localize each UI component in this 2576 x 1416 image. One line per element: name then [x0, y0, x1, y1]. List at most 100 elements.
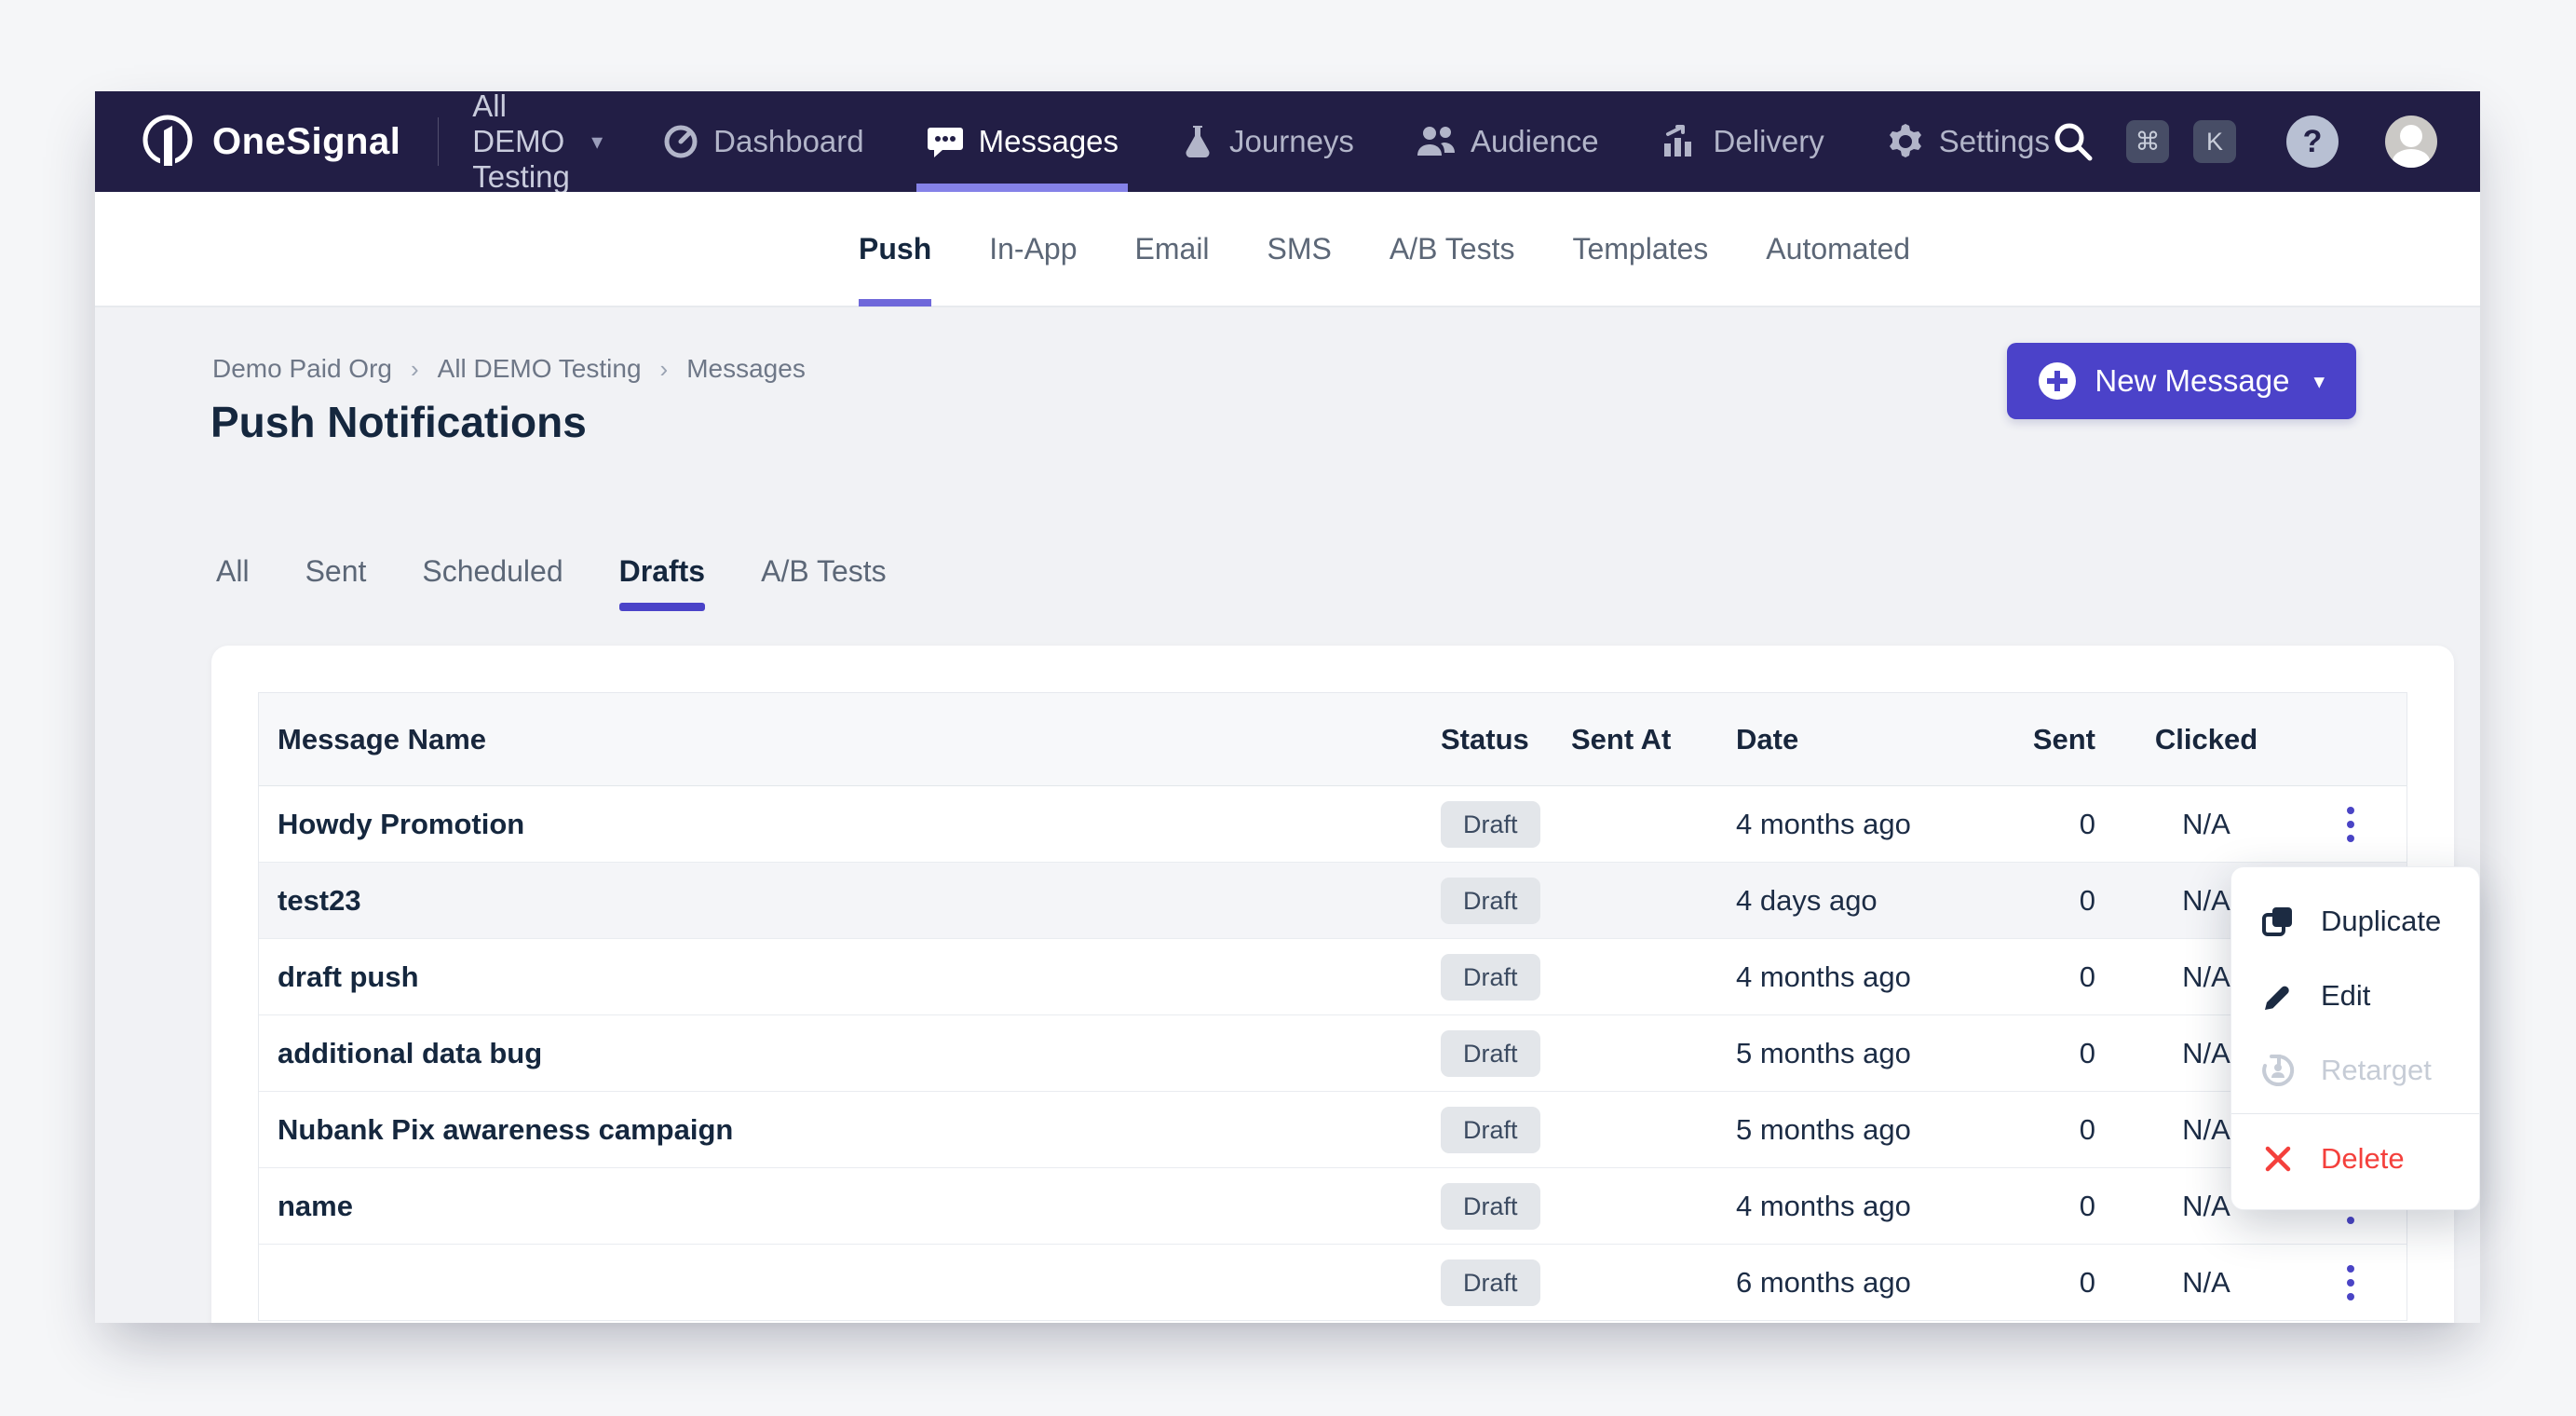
search-icon[interactable]: [2050, 118, 2096, 165]
column-header-status: Status: [1441, 722, 1529, 756]
tab-scheduled[interactable]: Scheduled: [422, 553, 563, 588]
menu-item-label: Delete: [2321, 1142, 2405, 1175]
tab-sent[interactable]: Sent: [305, 553, 367, 588]
breadcrumb-item-demo-paid-org[interactable]: Demo Paid Org: [212, 354, 392, 383]
topnav-item-label: Settings: [1938, 124, 2050, 158]
breadcrumb-item-all-demo-testing[interactable]: All DEMO Testing: [437, 354, 642, 383]
topnav-item-delivery[interactable]: Delivery: [1661, 91, 1824, 192]
menu-item-delete[interactable]: Delete: [2231, 1122, 2479, 1196]
table-row: name Draft 4 months ago 0 N/A: [259, 1168, 2407, 1245]
org-selector[interactable]: All DEMO Testing ▾: [472, 88, 603, 195]
status-cell: Draft: [1441, 953, 1571, 1001]
column-header-sent: Sent: [2032, 722, 2095, 756]
help-button[interactable]: ?: [2286, 116, 2339, 168]
subnav-item-a-b-tests[interactable]: A/B Tests: [1389, 231, 1515, 266]
settings-icon: [1886, 122, 1925, 161]
date-cell: 6 months ago: [1736, 1265, 1911, 1299]
avatar[interactable]: [2385, 116, 2437, 168]
row-actions-button[interactable]: [2325, 1257, 2377, 1309]
column-header-clicked: Clicked: [2154, 722, 2258, 756]
topnav-item-messages[interactable]: Messages: [915, 91, 1129, 192]
status-cell: Draft: [1441, 1029, 1571, 1077]
table-row: Nubank Pix awareness campaign Draft 5 mont…: [259, 1092, 2407, 1168]
message-name[interactable]: test23: [278, 883, 361, 917]
shortcut-cmd-key: ⌘: [2126, 120, 2169, 163]
subnav-item-templates[interactable]: Templates: [1572, 231, 1709, 266]
topnav-item-dashboard[interactable]: Dashboard: [662, 91, 864, 192]
tab-all[interactable]: All: [216, 553, 250, 588]
org-selector-label: All DEMO Testing: [472, 88, 570, 194]
status-badge: Draft: [1441, 1259, 1540, 1306]
table-row: Draft 6 months ago 0 N/A: [259, 1245, 2407, 1321]
app-window: OneSignal All DEMO Testing ▾ Dashboard Me…: [95, 88, 2480, 1323]
menu-item-edit[interactable]: Edit: [2231, 959, 2479, 1033]
duplicate-icon: [2259, 905, 2297, 938]
messages-icon: [926, 122, 965, 161]
message-name[interactable]: Howdy Promotion: [278, 807, 525, 840]
menu-item-label: Retarget: [2321, 1054, 2432, 1086]
row-actions-button[interactable]: [2325, 798, 2377, 851]
delivery-icon: [1661, 123, 1700, 160]
column-header-message-name: Message Name: [278, 722, 487, 756]
channel-subnav: Push In-App Email SMS A/B Tests Templates Auto…: [95, 192, 2480, 307]
subnav-item-sms[interactable]: SMS: [1267, 231, 1332, 266]
brand[interactable]: OneSignal: [138, 112, 400, 171]
shortcut-k-key: K: [2193, 120, 2236, 163]
nav-divider: [438, 117, 440, 166]
column-header-date: Date: [1736, 722, 1799, 756]
topnav-item-journeys[interactable]: Journeys: [1180, 91, 1354, 192]
status-cell: Draft: [1441, 877, 1571, 924]
new-message-label: New Message: [2095, 363, 2290, 398]
subnav-item-in-app[interactable]: In-App: [989, 231, 1078, 266]
menu-item-retarget: Retarget: [2231, 1033, 2479, 1108]
plus-circle-icon: [2039, 362, 2077, 400]
dashboard-icon: [662, 123, 699, 160]
status-cell: Draft: [1441, 800, 1571, 848]
actions-cell: [2295, 798, 2407, 851]
topnav-item-audience[interactable]: Audience: [1416, 91, 1599, 192]
breadcrumb-separator: ›: [659, 354, 669, 383]
date-cell: 5 months ago: [1736, 1112, 1911, 1146]
date-cell: 4 months ago: [1736, 960, 1911, 993]
status-badge: Draft: [1441, 1182, 1540, 1230]
message-name[interactable]: Nubank Pix awareness campaign: [278, 1112, 734, 1146]
topnav-item-label: Dashboard: [713, 124, 864, 158]
sent-count-cell: 0: [2079, 1265, 2095, 1299]
breadcrumb: Demo Paid Org › All DEMO Testing › Messages: [212, 354, 806, 384]
messages-table: Message Name Status Sent At Date Sent Clicked…: [258, 692, 2407, 1321]
row-context-menu: Duplicate Edit Retarget Delete: [2230, 866, 2480, 1210]
date-cell: 4 days ago: [1736, 883, 1878, 917]
menu-item-label: Edit: [2321, 979, 2371, 1012]
subnav-item-automated[interactable]: Automated: [1766, 231, 1911, 266]
tab-drafts[interactable]: Drafts: [618, 531, 706, 611]
sent-count-cell: 0: [2079, 807, 2095, 840]
breadcrumb-item-messages[interactable]: Messages: [686, 354, 806, 383]
delete-icon: [2259, 1144, 2297, 1174]
subnav-item-email[interactable]: Email: [1134, 231, 1210, 266]
clicked-cell: N/A: [2182, 1112, 2230, 1146]
subnav-item-push[interactable]: Push: [859, 191, 932, 306]
table-row: test23 Draft 4 days ago 0 N/A: [259, 863, 2407, 939]
topnav-item-settings[interactable]: Settings: [1886, 91, 2050, 192]
onesignal-logo-icon: [138, 112, 197, 171]
clicked-cell: N/A: [2182, 1189, 2230, 1222]
tab-a-b-tests[interactable]: A/B Tests: [761, 553, 887, 588]
new-message-button[interactable]: New Message ▾: [2007, 343, 2356, 419]
menu-item-label: Duplicate: [2321, 905, 2442, 937]
table-row: additional data bug Draft 5 months ago 0 N/A: [259, 1015, 2407, 1092]
clicked-cell: N/A: [2182, 960, 2230, 993]
menu-separator: [2231, 1113, 2479, 1114]
message-name[interactable]: draft push: [278, 960, 419, 993]
journeys-icon: [1180, 123, 1215, 160]
chevron-down-icon: ▾: [2313, 368, 2325, 393]
message-name[interactable]: additional data bug: [278, 1036, 543, 1069]
date-cell: 5 months ago: [1736, 1036, 1911, 1069]
menu-item-duplicate[interactable]: Duplicate: [2231, 884, 2479, 959]
sent-count-cell: 0: [2079, 960, 2095, 993]
kebab-icon: [2347, 1264, 2354, 1300]
message-name[interactable]: name: [278, 1189, 353, 1222]
clicked-cell: N/A: [2182, 807, 2230, 840]
kebab-icon: [2347, 806, 2354, 842]
brand-name: OneSignal: [212, 120, 401, 162]
